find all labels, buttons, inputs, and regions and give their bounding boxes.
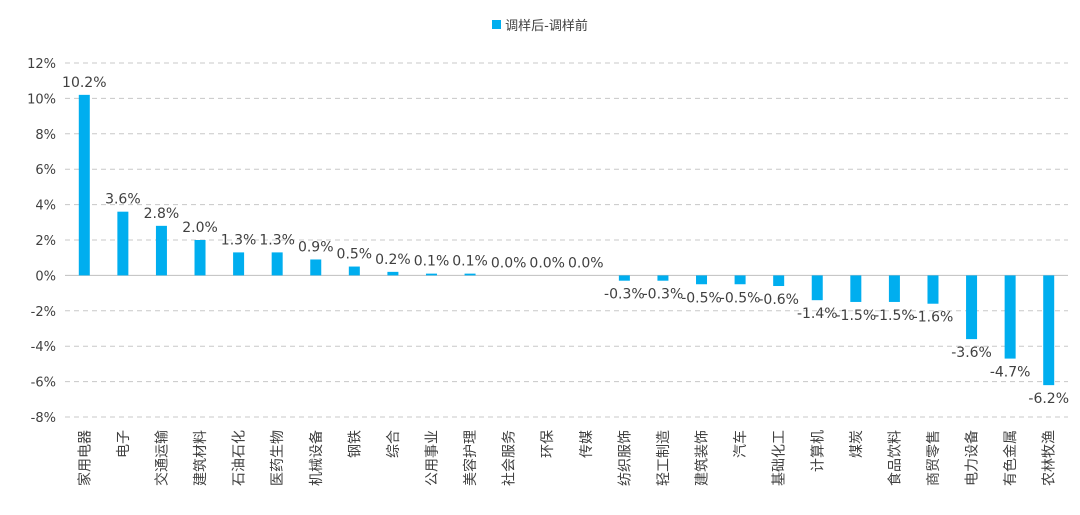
- legend-label: 调样后-调样前: [505, 19, 588, 34]
- data-label: 0.0%: [529, 255, 565, 271]
- data-label: -0.5%: [681, 290, 722, 306]
- x-tick-label: 医药生物: [270, 430, 286, 486]
- x-tick-label: 环保: [540, 430, 556, 458]
- bar: [696, 275, 708, 285]
- bar: [966, 275, 978, 340]
- data-label: 0.1%: [452, 254, 488, 270]
- bar: [387, 271, 399, 276]
- x-axis: 家用电器 电子 交通运输 建筑材料 石油石化 医药生物 机械设备 钢铁 综合 公用事业 美容护理 社会…: [76, 430, 1057, 486]
- legend-swatch: [492, 20, 502, 29]
- x-tick-label: 家用电器: [76, 430, 93, 486]
- y-tick-label: 2%: [35, 234, 56, 249]
- bar: [1004, 275, 1016, 359]
- y-tick-label: -4%: [31, 340, 56, 355]
- y-tick-label: 10%: [27, 92, 56, 107]
- data-label: -0.3%: [643, 287, 684, 303]
- bar: [927, 275, 939, 304]
- data-label: 0.0%: [568, 255, 604, 271]
- data-label: 1.3%: [259, 232, 295, 248]
- bar: [734, 275, 746, 285]
- bar: [117, 211, 129, 276]
- bar: [657, 275, 669, 281]
- y-tick-label: -2%: [31, 305, 56, 320]
- bar: [194, 240, 206, 276]
- data-label: 0.0%: [491, 255, 527, 271]
- bar: [233, 252, 245, 276]
- bar: [348, 266, 360, 276]
- x-tick-label: 建筑装饰: [695, 430, 711, 486]
- x-tick-label: 建筑材料: [193, 430, 209, 486]
- data-label: -1.5%: [874, 308, 915, 324]
- bars: [78, 94, 1055, 386]
- x-tick-label: 有色金属: [1002, 430, 1019, 486]
- data-label: 0.2%: [375, 252, 411, 268]
- x-tick-label: 煤炭: [849, 430, 865, 458]
- bar: [811, 275, 823, 301]
- x-tick-label: 综合: [386, 430, 402, 458]
- data-label: -0.3%: [604, 287, 645, 303]
- x-tick-label: 汽车: [732, 430, 749, 458]
- x-tick-label: 食品饮料: [886, 430, 903, 486]
- data-label: -1.5%: [836, 308, 877, 324]
- x-tick-label: 钢铁: [347, 430, 363, 458]
- x-tick-label: 商贸零售: [926, 430, 942, 486]
- x-tick-label: 机械设备: [308, 430, 325, 486]
- y-tick-label: 4%: [35, 199, 56, 214]
- x-tick-label: 电子: [116, 430, 132, 458]
- data-label: -0.5%: [720, 290, 761, 306]
- x-tick-label: 轻工制造: [656, 430, 672, 486]
- data-label: 2.8%: [144, 206, 180, 222]
- data-label: 10.2%: [62, 75, 106, 91]
- x-tick-label: 纺织服饰: [617, 430, 633, 486]
- data-label: -0.6%: [758, 292, 799, 308]
- x-tick-label: 公用事业: [424, 430, 440, 486]
- x-tick-label: 美容护理: [462, 430, 479, 486]
- data-label: -1.6%: [913, 310, 954, 326]
- bar: [1043, 275, 1055, 386]
- data-label: -6.2%: [1028, 391, 1069, 407]
- data-label: -3.6%: [951, 345, 992, 361]
- bar: [78, 94, 90, 276]
- data-label: -4.7%: [990, 365, 1031, 381]
- y-axis: -8% -6% -4% -2% 0% 2% 4% 6% 8% 10% 12%: [27, 57, 56, 426]
- bar: [850, 275, 862, 302]
- bar: [155, 225, 167, 276]
- y-tick-label: 12%: [27, 57, 56, 72]
- x-tick-label: 农林牧渔: [1042, 430, 1058, 486]
- x-tick-label: 石油石化: [232, 430, 248, 486]
- bar: [888, 275, 900, 302]
- data-label: 0.5%: [337, 247, 373, 263]
- x-tick-label: 基础化工: [771, 430, 788, 486]
- legend: 调样后-调样前: [0, 15, 1080, 34]
- x-tick-label: 传媒: [579, 430, 595, 458]
- y-tick-label: -8%: [31, 411, 56, 426]
- bar: [773, 275, 785, 287]
- x-tick-label: 计算机: [810, 430, 826, 472]
- data-label: 0.9%: [298, 239, 334, 255]
- bar: [271, 252, 283, 276]
- data-label: 3.6%: [105, 192, 141, 208]
- data-labels: 10.2%3.6%2.8%2.0%1.3% 1.3% 0.9% 0.5% 0.2% 0.1…: [62, 75, 1069, 407]
- bar: [425, 273, 437, 276]
- data-label: 2.0%: [182, 220, 218, 236]
- y-tick-label: 8%: [35, 128, 56, 143]
- y-tick-label: -6%: [31, 376, 56, 391]
- gridlines: [65, 62, 1068, 418]
- data-label: 0.1%: [414, 254, 450, 270]
- y-tick-label: 6%: [35, 163, 56, 178]
- data-label: 1.3%: [221, 232, 257, 248]
- bar: [464, 273, 476, 276]
- x-tick-label: 社会服务: [502, 430, 518, 486]
- x-tick-label: 交通运输: [153, 430, 170, 486]
- bar: [618, 275, 630, 281]
- y-tick-label: 0%: [35, 269, 56, 284]
- data-label: -1.4%: [797, 306, 838, 322]
- x-tick-label: 电力设备: [964, 430, 981, 486]
- bar: [310, 259, 322, 276]
